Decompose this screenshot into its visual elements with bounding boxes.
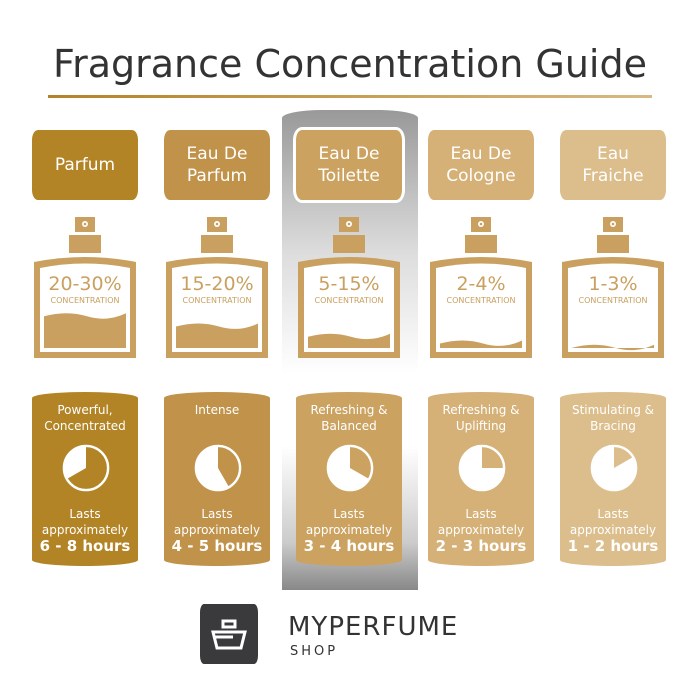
fragrance-type-label: Eau De Toilette — [296, 130, 402, 200]
liquid-level — [308, 333, 390, 348]
brand-subtitle: SHOP — [290, 644, 339, 659]
clock-icon — [326, 444, 374, 492]
longevity-card: Refreshing & Uplifting Lasts approximate… — [428, 392, 534, 566]
longevity-card: Refreshing & Balanced Lasts approximatel… — [296, 392, 402, 566]
concentration-value: 1-3% — [588, 273, 637, 295]
liquid-level — [176, 323, 258, 348]
character-description: Intense — [194, 403, 240, 417]
concentration-value: 20-30% — [48, 273, 121, 295]
brand-logo-icon — [200, 604, 258, 664]
title-divider — [48, 95, 652, 98]
duration-value: 6 - 8 hours — [39, 537, 131, 555]
clock-elapsed-slice — [66, 445, 109, 491]
lasts-label: Lasts approximately — [305, 507, 393, 537]
concentration-label: CONCENTRATION — [447, 296, 516, 305]
clock-elapsed-slice — [482, 445, 505, 468]
lasts-label: Lasts approximately — [437, 507, 525, 537]
concentration-label: CONCENTRATION — [183, 296, 252, 305]
concentration-label: CONCENTRATION — [579, 296, 648, 305]
concentration-value: 2-4% — [456, 273, 505, 295]
perfume-bottle-icon: 15-20% CONCENTRATION — [166, 217, 268, 358]
clock-elapsed-slice — [218, 445, 241, 488]
duration-value: 1 - 2 hours — [567, 537, 659, 555]
brand-name: MYPERFUME — [288, 612, 459, 642]
character-description: Refreshing & Uplifting — [442, 403, 520, 433]
clock-icon — [590, 444, 638, 492]
character-description: Powerful, Concentrated — [44, 403, 126, 433]
lasts-label: Lasts approximately — [173, 507, 261, 537]
duration-value: 3 - 4 hours — [303, 537, 395, 555]
clock-icon — [62, 444, 110, 492]
fragrance-type-label: Eau Fraiche — [560, 130, 666, 200]
concentration-label: CONCENTRATION — [51, 296, 120, 305]
concentration-value: 15-20% — [180, 273, 253, 295]
lasts-label: Lasts approximately — [569, 507, 657, 537]
page-title: Fragrance Concentration Guide — [53, 42, 647, 86]
concentration-label: CONCENTRATION — [315, 296, 384, 305]
perfume-bottle-icon: 2-4% CONCENTRATION — [430, 217, 532, 358]
fragrance-type-label: Eau De Cologne — [428, 130, 534, 200]
duration-value: 2 - 3 hours — [435, 537, 527, 555]
lasts-label: Lasts approximately — [41, 507, 129, 537]
clock-icon — [194, 444, 242, 492]
longevity-card: Powerful, Concentrated Lasts approximate… — [32, 392, 138, 566]
perfume-bottle-icon: 1-3% CONCENTRATION — [562, 217, 664, 358]
concentration-value: 5-15% — [318, 273, 379, 295]
duration-value: 4 - 5 hours — [171, 537, 263, 555]
clock-icon — [458, 444, 506, 492]
perfume-bottle-icon: 20-30% CONCENTRATION — [34, 217, 136, 358]
liquid-level — [44, 313, 126, 348]
perfume-bottle-icon: 5-15% CONCENTRATION — [298, 217, 400, 358]
longevity-card: Intense Lasts approximately 4 - 5 hours — [164, 392, 270, 566]
character-description: Refreshing & Balanced — [310, 403, 388, 433]
liquid-level — [572, 344, 654, 351]
character-description: Stimulating & Bracing — [571, 403, 655, 433]
longevity-card: Stimulating & Bracing Lasts approximatel… — [560, 392, 666, 566]
fragrance-type-label: Parfum — [32, 130, 138, 200]
fragrance-type-label: Eau De Parfum — [164, 130, 270, 200]
liquid-level — [440, 340, 522, 348]
